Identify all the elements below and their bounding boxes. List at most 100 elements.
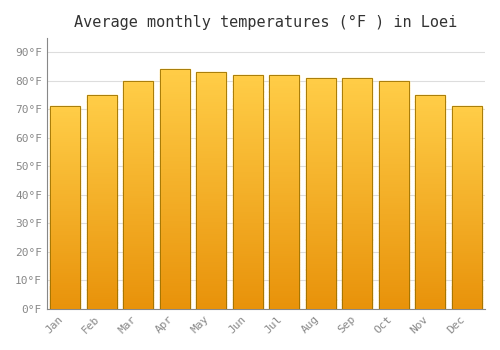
Bar bbox=[232, 89, 262, 91]
Bar bbox=[306, 205, 336, 207]
Bar bbox=[86, 249, 117, 251]
Bar bbox=[160, 146, 190, 148]
Bar bbox=[86, 166, 117, 168]
Bar bbox=[86, 155, 117, 157]
Bar bbox=[416, 95, 445, 97]
Bar bbox=[50, 296, 80, 299]
Bar bbox=[306, 297, 336, 300]
Bar bbox=[86, 95, 117, 309]
Bar bbox=[306, 304, 336, 307]
Bar bbox=[232, 98, 262, 101]
Bar bbox=[50, 234, 80, 236]
Bar bbox=[379, 222, 408, 224]
Bar bbox=[306, 106, 336, 108]
Bar bbox=[269, 187, 299, 190]
Bar bbox=[50, 175, 80, 177]
Bar bbox=[269, 218, 299, 220]
Bar bbox=[379, 124, 408, 126]
Bar bbox=[50, 216, 80, 218]
Bar bbox=[50, 129, 80, 131]
Bar bbox=[269, 82, 299, 84]
Bar bbox=[123, 163, 153, 165]
Bar bbox=[452, 204, 482, 205]
Bar bbox=[342, 198, 372, 200]
Bar bbox=[452, 194, 482, 196]
Bar bbox=[269, 131, 299, 134]
Bar bbox=[86, 170, 117, 172]
Bar bbox=[123, 179, 153, 181]
Bar bbox=[452, 280, 482, 282]
Bar bbox=[196, 297, 226, 299]
Bar bbox=[123, 236, 153, 238]
Bar bbox=[269, 87, 299, 89]
Bar bbox=[232, 187, 262, 190]
Bar bbox=[269, 208, 299, 211]
Bar bbox=[160, 246, 190, 249]
Bar bbox=[232, 257, 262, 260]
Bar bbox=[86, 134, 117, 136]
Bar bbox=[452, 171, 482, 173]
Bar bbox=[452, 246, 482, 248]
Bar bbox=[86, 208, 117, 210]
Bar bbox=[123, 83, 153, 85]
Bar bbox=[123, 290, 153, 293]
Bar bbox=[416, 296, 445, 298]
Bar bbox=[50, 307, 80, 309]
Bar bbox=[50, 236, 80, 238]
Bar bbox=[269, 253, 299, 255]
Bar bbox=[269, 129, 299, 131]
Bar bbox=[342, 235, 372, 237]
Bar bbox=[379, 174, 408, 176]
Bar bbox=[160, 129, 190, 132]
Bar bbox=[306, 131, 336, 133]
Bar bbox=[379, 302, 408, 304]
Bar bbox=[123, 300, 153, 302]
Bar bbox=[196, 150, 226, 153]
Bar bbox=[452, 108, 482, 111]
Bar bbox=[232, 185, 262, 187]
Bar bbox=[452, 244, 482, 246]
Bar bbox=[416, 228, 445, 230]
Bar bbox=[416, 251, 445, 253]
Bar bbox=[232, 271, 262, 274]
Bar bbox=[86, 274, 117, 277]
Bar bbox=[379, 277, 408, 279]
Bar bbox=[160, 244, 190, 246]
Bar bbox=[379, 140, 408, 142]
Bar bbox=[306, 258, 336, 260]
Bar bbox=[452, 238, 482, 240]
Bar bbox=[306, 237, 336, 239]
Bar bbox=[86, 264, 117, 266]
Bar bbox=[86, 287, 117, 289]
Bar bbox=[232, 91, 262, 94]
Bar bbox=[452, 248, 482, 250]
Bar bbox=[342, 267, 372, 270]
Bar bbox=[379, 167, 408, 170]
Bar bbox=[416, 117, 445, 119]
Bar bbox=[306, 187, 336, 189]
Bar bbox=[196, 120, 226, 122]
Bar bbox=[379, 231, 408, 233]
Bar bbox=[196, 155, 226, 158]
Bar bbox=[452, 195, 482, 197]
Bar bbox=[452, 307, 482, 309]
Bar bbox=[379, 81, 408, 309]
Bar bbox=[416, 215, 445, 217]
Bar bbox=[269, 91, 299, 94]
Bar bbox=[269, 246, 299, 248]
Bar bbox=[50, 268, 80, 270]
Bar bbox=[452, 197, 482, 199]
Bar bbox=[232, 180, 262, 183]
Bar bbox=[306, 196, 336, 198]
Bar bbox=[232, 145, 262, 148]
Bar bbox=[86, 245, 117, 247]
Bar bbox=[452, 143, 482, 145]
Bar bbox=[123, 113, 153, 115]
Bar bbox=[342, 251, 372, 253]
Bar bbox=[306, 108, 336, 110]
Bar bbox=[342, 87, 372, 90]
Bar bbox=[269, 236, 299, 239]
Bar bbox=[379, 193, 408, 195]
Bar bbox=[416, 270, 445, 272]
Bar bbox=[452, 296, 482, 299]
